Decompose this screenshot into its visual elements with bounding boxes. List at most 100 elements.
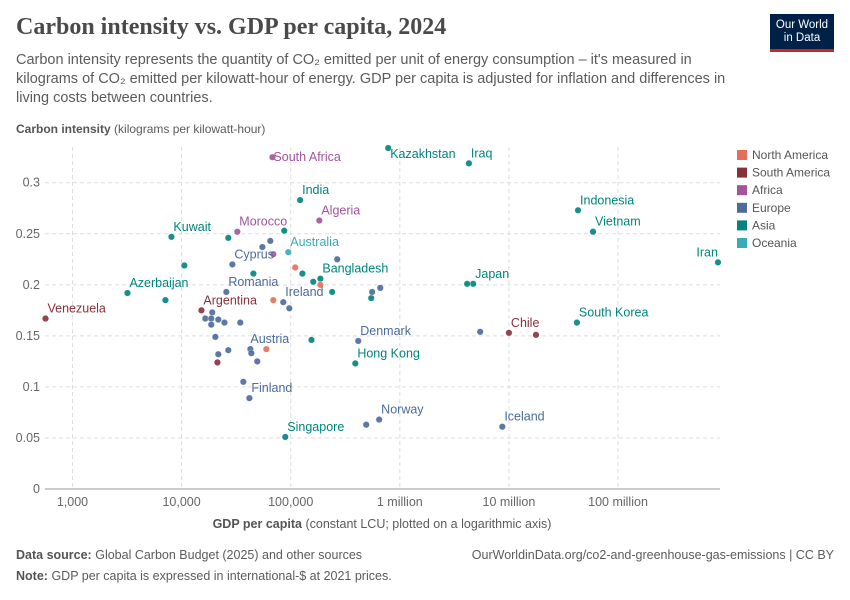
data-point	[291, 263, 299, 271]
data-point	[375, 416, 383, 424]
data-point	[714, 258, 722, 266]
data-point	[224, 346, 232, 354]
y-tick-label: 0.3	[23, 176, 40, 190]
data-point	[573, 319, 581, 327]
data-point	[180, 261, 188, 269]
y-tick-label: 0.1	[23, 380, 40, 394]
data-point	[368, 288, 376, 296]
data-point	[476, 328, 484, 336]
y-tick-label: 0.2	[23, 278, 40, 292]
point-label: Vietnam	[595, 215, 641, 229]
data-point	[262, 345, 270, 353]
data-point	[532, 331, 540, 339]
x-tick-label: 10 million	[483, 495, 536, 509]
legend-label: Asia	[752, 218, 776, 232]
owid-logo[interactable]: Our World in Data	[770, 14, 834, 52]
point-label: Cyprus	[234, 247, 274, 261]
point-label: Finland	[251, 381, 292, 395]
point-label: Ireland	[285, 285, 323, 299]
data-point	[367, 294, 375, 302]
data-point	[42, 315, 50, 323]
data-point	[211, 333, 219, 341]
data-point	[239, 378, 247, 386]
data-point	[207, 321, 215, 329]
data-points	[42, 144, 722, 441]
data-point	[167, 233, 175, 241]
point-label: Morocco	[239, 215, 287, 229]
data-point	[214, 316, 222, 324]
data-point	[269, 296, 277, 304]
data-point	[281, 433, 289, 441]
y-tick-label: 0	[33, 482, 40, 496]
data-point	[161, 296, 169, 304]
data-point	[498, 423, 506, 431]
data-point	[285, 304, 293, 312]
legend-swatch	[737, 220, 747, 231]
point-label: India	[302, 183, 329, 197]
data-point	[207, 315, 215, 323]
point-label: Japan	[475, 267, 509, 281]
point-label: Algeria	[321, 204, 360, 218]
data-point	[228, 260, 236, 268]
point-label: Singapore	[287, 420, 344, 434]
x-tick-label: 100,000	[268, 495, 313, 509]
logo-text: Our World in Data	[775, 19, 829, 44]
grid: 0 0.05 0.1 0.15 0.2 0.25 0.3 1,000 10,000 100,000…	[16, 147, 720, 509]
data-point	[213, 358, 221, 366]
data-point	[247, 349, 255, 357]
data-point	[354, 337, 362, 345]
data-point	[333, 255, 341, 263]
point-label: Hong Kong	[357, 346, 420, 360]
chart-note: Note: GDP per capita is expressed in int…	[16, 569, 392, 583]
point-label: Romania	[228, 275, 278, 289]
y-tick-label: 0.05	[16, 431, 40, 445]
legend-label: Africa	[752, 183, 783, 197]
data-point	[298, 270, 306, 278]
x-tick-label: 10,000	[162, 495, 200, 509]
data-point	[279, 298, 287, 306]
data-point	[316, 275, 324, 283]
point-label: Austria	[250, 332, 289, 346]
point-label: Bangladesh	[322, 262, 388, 276]
y-tick-label: 0.15	[16, 329, 40, 343]
data-point	[201, 315, 209, 323]
data-point	[266, 237, 274, 245]
legend-swatch	[737, 150, 747, 160]
data-point	[253, 357, 261, 365]
point-label: Kazakhstan	[390, 147, 455, 161]
data-point	[465, 159, 473, 167]
chart-subtitle: Carbon intensity represents the quantity…	[16, 52, 726, 106]
chart-title: Carbon intensity vs. GDP per capita, 202…	[16, 14, 447, 40]
data-point	[245, 394, 253, 402]
point-label: Norway	[381, 403, 424, 417]
data-point	[284, 248, 292, 256]
legend-label: North America	[752, 148, 828, 162]
point-label: Kuwait	[173, 220, 211, 234]
data-point	[224, 234, 232, 242]
legend: North America South America Africa Europe As…	[737, 148, 830, 250]
point-label: Australia	[290, 235, 339, 249]
x-tick-label: 100 million	[588, 495, 648, 509]
x-axis-label: GDP per capita (constant LCU; plotted on…	[213, 517, 552, 531]
data-point	[309, 278, 317, 286]
data-point	[269, 250, 277, 258]
point-label: Denmark	[360, 324, 411, 338]
data-source: Data source: Global Carbon Budget (2025)…	[16, 548, 363, 562]
source-url[interactable]: OurWorldinData.org/co2-and-greenhouse-ga…	[471, 548, 834, 562]
data-point	[197, 306, 205, 314]
point-label: Azerbaijan	[129, 276, 188, 290]
data-point	[208, 308, 216, 316]
data-point	[220, 319, 228, 327]
y-axis-label: Carbon intensity (kilograms per kilowatt…	[16, 122, 265, 136]
data-point	[469, 280, 477, 288]
legend-swatch	[737, 202, 747, 213]
point-label: Chile	[511, 316, 540, 330]
data-point	[222, 288, 230, 296]
x-tick-label: 1,000	[57, 495, 88, 509]
legend-swatch	[737, 167, 747, 178]
point-label: Indonesia	[580, 193, 634, 207]
point-labels: South Africa Kazakhstan Iraq India Algeria Ku…	[48, 146, 719, 434]
data-point	[236, 319, 244, 327]
